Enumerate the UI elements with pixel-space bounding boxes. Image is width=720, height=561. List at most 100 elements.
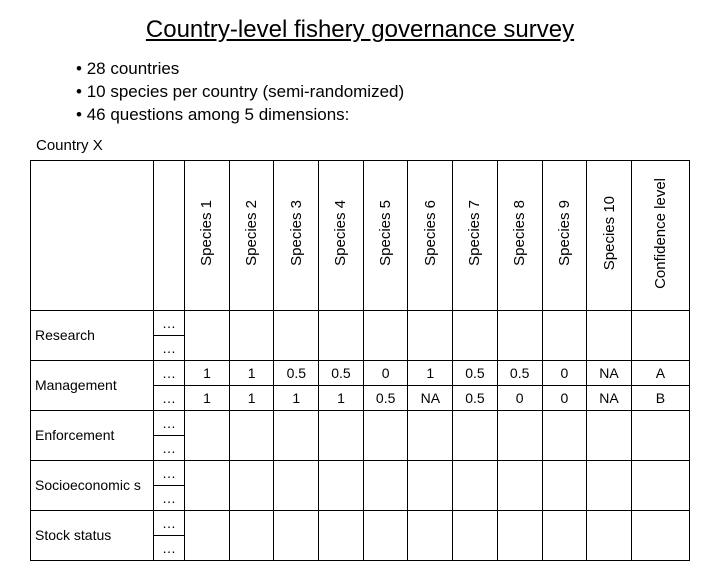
- row-label-socioeconomics: Socioeconomic s: [31, 460, 154, 510]
- cell: 1: [229, 385, 274, 410]
- table-row: Research …: [31, 310, 690, 335]
- cell: 0.5: [319, 360, 364, 385]
- cell: [185, 460, 230, 510]
- cell: 1: [185, 360, 230, 385]
- cell: 0.5: [497, 360, 542, 385]
- cell: [542, 510, 587, 560]
- cell: [274, 310, 319, 360]
- cell: [587, 460, 632, 510]
- cell: [453, 410, 498, 460]
- cell: [587, 510, 632, 560]
- cell: 0: [542, 360, 587, 385]
- cell: 0.5: [274, 360, 319, 385]
- col-header: Species 5: [363, 160, 408, 310]
- header-blank: [31, 160, 154, 310]
- row-label-management: Management: [31, 360, 154, 410]
- col-header: Species 10: [587, 160, 632, 310]
- cell: [542, 460, 587, 510]
- cell: [185, 310, 230, 360]
- cell: [542, 310, 587, 360]
- cell: [229, 460, 274, 510]
- cell: [185, 410, 230, 460]
- cell: [363, 510, 408, 560]
- table-row: Management … 1 1 0.5 0.5 0 1 0.5 0.5 0 N…: [31, 360, 690, 385]
- col-header: Confidence level: [631, 160, 689, 310]
- dots-cell: …: [153, 485, 184, 510]
- bullet-item: 46 questions among 5 dimensions:: [76, 104, 690, 127]
- cell: [229, 510, 274, 560]
- cell: [274, 410, 319, 460]
- cell: A: [631, 360, 689, 385]
- cell: [363, 460, 408, 510]
- cell: [408, 410, 453, 460]
- bullet-item: 28 countries: [76, 58, 690, 81]
- cell: NA: [587, 385, 632, 410]
- header-blank: [153, 160, 184, 310]
- cell: 1: [229, 360, 274, 385]
- cell: [453, 310, 498, 360]
- col-header: Species 3: [274, 160, 319, 310]
- cell: [363, 310, 408, 360]
- cell: [631, 510, 689, 560]
- table-row: Socioeconomic s …: [31, 460, 690, 485]
- cell: [319, 310, 364, 360]
- cell: [631, 460, 689, 510]
- cell: [319, 410, 364, 460]
- cell: [631, 310, 689, 360]
- dots-cell: …: [153, 385, 184, 410]
- dots-cell: …: [153, 410, 184, 435]
- cell: 1: [185, 385, 230, 410]
- dots-cell: …: [153, 435, 184, 460]
- dots-cell: …: [153, 360, 184, 385]
- cell: 0: [497, 385, 542, 410]
- cell: 0: [363, 360, 408, 385]
- col-header: Species 6: [408, 160, 453, 310]
- dots-cell: …: [153, 510, 184, 535]
- cell: [319, 460, 364, 510]
- table-row: Stock status …: [31, 510, 690, 535]
- cell: [229, 310, 274, 360]
- col-header: Species 1: [185, 160, 230, 310]
- cell: [274, 510, 319, 560]
- cell: 1: [408, 360, 453, 385]
- col-header: Species 2: [229, 160, 274, 310]
- bullet-list: 28 countries 10 species per country (sem…: [36, 58, 690, 127]
- cell: [229, 410, 274, 460]
- cell: NA: [587, 360, 632, 385]
- cell: [408, 510, 453, 560]
- cell: [497, 410, 542, 460]
- cell: [453, 460, 498, 510]
- cell: [587, 310, 632, 360]
- row-label-research: Research: [31, 310, 154, 360]
- dots-cell: …: [153, 310, 184, 335]
- row-label-enforcement: Enforcement: [31, 410, 154, 460]
- cell: [274, 460, 319, 510]
- col-header: Species 4: [319, 160, 364, 310]
- col-header: Species 8: [497, 160, 542, 310]
- cell: 1: [274, 385, 319, 410]
- dots-cell: …: [153, 460, 184, 485]
- cell: [497, 310, 542, 360]
- cell: [453, 510, 498, 560]
- cell: [497, 460, 542, 510]
- bullet-item: 10 species per country (semi-randomized): [76, 81, 690, 104]
- dots-cell: …: [153, 335, 184, 360]
- page-title: Country-level fishery governance survey: [30, 16, 690, 44]
- cell: [185, 510, 230, 560]
- cell: 0.5: [363, 385, 408, 410]
- cell: [631, 410, 689, 460]
- cell: 0.5: [453, 385, 498, 410]
- cell: [408, 460, 453, 510]
- cell: NA: [408, 385, 453, 410]
- cell: [408, 310, 453, 360]
- cell: 0: [542, 385, 587, 410]
- col-header: Species 7: [453, 160, 498, 310]
- cell: [542, 410, 587, 460]
- cell: 1: [319, 385, 364, 410]
- cell: [363, 410, 408, 460]
- table-row: Enforcement …: [31, 410, 690, 435]
- cell: [587, 410, 632, 460]
- header-row: Species 1 Species 2 Species 3 Species 4 …: [31, 160, 690, 310]
- row-label-stock-status: Stock status: [31, 510, 154, 560]
- dots-cell: …: [153, 535, 184, 560]
